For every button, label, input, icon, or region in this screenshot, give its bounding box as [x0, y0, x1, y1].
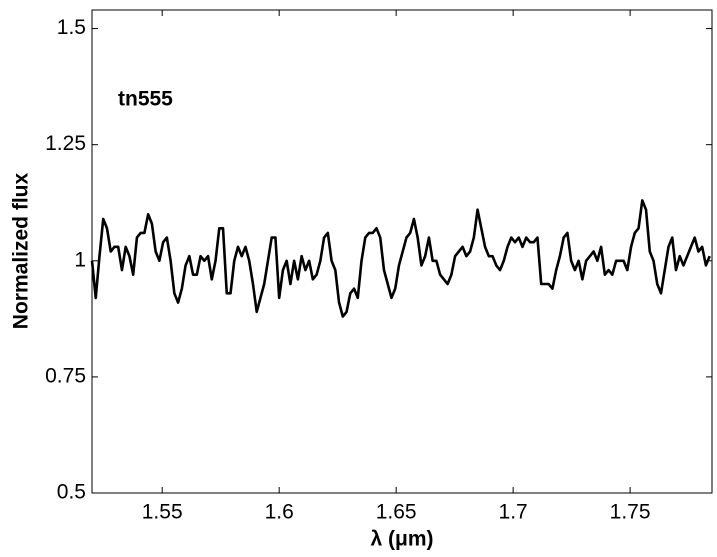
y-tick-label: 1.25 [45, 132, 86, 155]
plot-frame [91, 9, 713, 494]
x-axis-label: λ (μm) [370, 528, 433, 551]
x-tick-label: 1.65 [376, 501, 417, 524]
y-axis-label: Normalized flux [10, 173, 33, 330]
x-tick-label: 1.75 [610, 501, 651, 524]
spectrum-line [90, 199, 711, 318]
y-tick-label: 0.5 [57, 481, 86, 504]
y-tick-label: 0.75 [45, 364, 86, 387]
annotation: tn555 [118, 88, 173, 111]
y-tick-label: 1 [74, 248, 86, 271]
y-tick-label: 1.5 [57, 16, 86, 39]
x-tick-label: 1.7 [499, 501, 528, 524]
x-tick-label: 1.55 [142, 501, 183, 524]
x-tick-label: 1.6 [265, 501, 294, 524]
